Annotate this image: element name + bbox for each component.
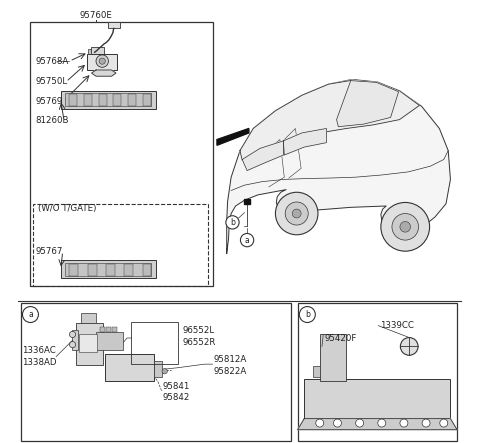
Circle shape <box>276 192 318 235</box>
Bar <box>87 54 117 70</box>
Bar <box>112 327 117 332</box>
Bar <box>304 379 450 419</box>
Text: 1336AC
1338AD: 1336AC 1338AD <box>22 346 57 367</box>
Polygon shape <box>283 128 326 155</box>
Text: 95841
95842: 95841 95842 <box>162 382 190 402</box>
Circle shape <box>162 369 168 374</box>
Bar <box>96 332 122 350</box>
Circle shape <box>356 419 363 427</box>
Bar <box>313 366 320 377</box>
Circle shape <box>99 58 105 64</box>
Text: 95768A: 95768A <box>36 57 69 66</box>
Text: 95769: 95769 <box>36 97 62 105</box>
Bar <box>143 264 151 276</box>
Polygon shape <box>217 128 249 145</box>
Bar <box>21 303 291 441</box>
Circle shape <box>400 419 408 427</box>
Text: 96552L
96552R: 96552L 96552R <box>182 326 216 347</box>
Bar <box>320 334 347 381</box>
Text: 95420F: 95420F <box>324 334 357 343</box>
Polygon shape <box>240 80 420 160</box>
Bar <box>154 361 162 377</box>
Circle shape <box>400 222 410 232</box>
Text: 1339CC: 1339CC <box>380 321 413 330</box>
Polygon shape <box>92 70 116 76</box>
Bar <box>70 94 77 106</box>
Polygon shape <box>227 80 450 253</box>
Circle shape <box>70 331 76 338</box>
Bar <box>298 303 457 441</box>
Circle shape <box>70 342 76 348</box>
Circle shape <box>240 233 254 247</box>
Text: 95750L: 95750L <box>36 78 68 86</box>
Bar <box>99 94 107 106</box>
Polygon shape <box>242 141 283 171</box>
Circle shape <box>334 419 341 427</box>
Circle shape <box>23 307 38 323</box>
Text: 95767: 95767 <box>36 247 63 256</box>
Circle shape <box>96 55 108 67</box>
Bar <box>60 260 156 278</box>
Circle shape <box>292 209 301 218</box>
Bar <box>30 22 214 286</box>
Circle shape <box>381 202 430 251</box>
Bar <box>88 49 91 54</box>
Bar <box>70 264 78 276</box>
Bar <box>88 264 96 276</box>
Bar <box>143 94 151 106</box>
Circle shape <box>422 419 430 427</box>
Text: 95812A
95822A: 95812A 95822A <box>214 355 247 376</box>
Bar <box>106 327 111 332</box>
Bar <box>113 94 121 106</box>
Circle shape <box>400 338 418 355</box>
Circle shape <box>316 419 324 427</box>
Bar <box>132 322 178 364</box>
Bar <box>65 93 151 106</box>
Bar <box>60 91 156 109</box>
Bar <box>81 313 96 323</box>
Bar <box>65 263 151 276</box>
Polygon shape <box>244 199 250 204</box>
Circle shape <box>440 419 448 427</box>
Bar <box>100 327 105 332</box>
Bar <box>76 323 103 365</box>
Text: 81260B: 81260B <box>36 117 69 125</box>
Bar <box>108 22 120 28</box>
Circle shape <box>226 216 239 229</box>
Bar <box>72 330 78 350</box>
Bar <box>79 334 97 352</box>
Bar <box>84 94 92 106</box>
Bar <box>124 264 133 276</box>
Text: 95760E: 95760E <box>80 11 112 20</box>
Text: b: b <box>230 218 235 227</box>
Text: a: a <box>28 310 33 319</box>
Text: a: a <box>245 236 250 245</box>
Circle shape <box>392 214 419 240</box>
Polygon shape <box>336 81 398 127</box>
Bar <box>33 204 208 286</box>
Text: b: b <box>305 310 310 319</box>
Circle shape <box>300 307 315 323</box>
Bar <box>105 354 154 381</box>
Circle shape <box>378 419 386 427</box>
Bar <box>91 47 104 56</box>
Polygon shape <box>298 419 457 430</box>
Bar <box>106 264 115 276</box>
Circle shape <box>285 202 308 225</box>
Bar <box>128 94 136 106</box>
Text: (W/O T/GATE): (W/O T/GATE) <box>38 204 97 213</box>
